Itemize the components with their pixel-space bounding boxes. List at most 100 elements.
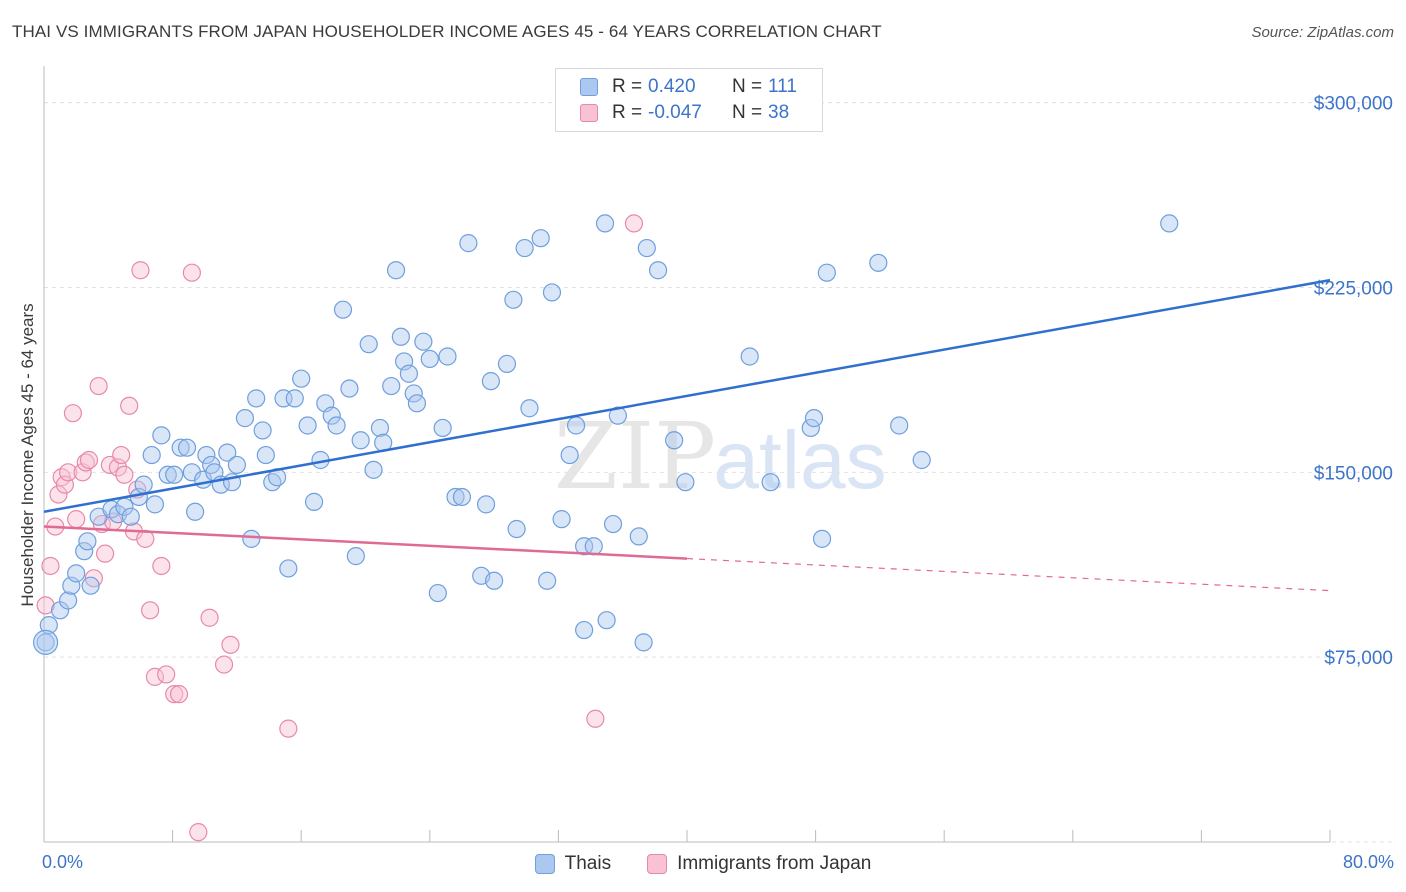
trend-lines	[43, 278, 1331, 592]
thais-point	[665, 431, 684, 450]
thais-point	[171, 438, 190, 457]
thais-point	[391, 327, 410, 346]
thais-point	[740, 347, 759, 366]
thais-point	[595, 214, 615, 233]
legend-label-japan: Immigrants from Japan	[677, 853, 872, 874]
thais-point	[158, 465, 177, 484]
thais-point	[134, 475, 153, 494]
thais-point	[285, 389, 304, 408]
thais-point	[584, 537, 603, 556]
japan-point	[189, 823, 208, 842]
japan-point	[165, 685, 184, 704]
thais-point	[186, 502, 205, 521]
thais-point	[520, 399, 539, 418]
watermark: ZIP atlas	[554, 403, 887, 510]
thais-point	[399, 364, 419, 383]
thais-point	[566, 416, 586, 435]
legend-n-value: 111	[768, 76, 797, 97]
legend-n-value: 38	[768, 102, 790, 123]
y-tick-label: $75,000	[1324, 648, 1393, 669]
thais-point	[428, 583, 447, 603]
japan-point	[140, 601, 160, 620]
thais-point	[538, 571, 557, 590]
thais-point	[218, 443, 237, 462]
thais-point	[869, 253, 888, 272]
thais-point	[531, 229, 550, 248]
thais-point	[504, 290, 523, 309]
thais-point	[333, 300, 353, 319]
thais-point	[1160, 214, 1179, 233]
legend-r-value: 0.420	[648, 76, 696, 97]
thais-point	[420, 349, 439, 369]
legend-swatch-japan	[580, 104, 598, 122]
thais-point	[804, 409, 824, 428]
y-tick-label: $150,000	[1314, 463, 1393, 484]
thais-point	[629, 527, 648, 546]
thais-point	[438, 347, 457, 366]
thais-point	[507, 519, 526, 539]
thais-point	[382, 376, 401, 396]
japan-point	[89, 376, 108, 396]
japan-trend-extension	[686, 557, 1331, 592]
thais-point	[322, 406, 341, 425]
japan-point	[112, 445, 131, 465]
japan-point	[279, 719, 298, 738]
thais-point	[603, 514, 623, 534]
thais-point	[197, 445, 216, 465]
thais-point	[177, 438, 197, 457]
thais-point	[542, 283, 562, 302]
japan-point	[586, 709, 605, 728]
legend-r-label: R =	[612, 76, 643, 97]
thais-trend-line	[43, 278, 1331, 513]
japan-point	[63, 404, 83, 423]
thais-point	[59, 591, 78, 610]
japan-point	[67, 510, 86, 529]
thais-point	[634, 633, 653, 652]
japan-point	[49, 485, 68, 504]
thais-point	[256, 445, 275, 465]
thais-point	[446, 487, 465, 507]
y-tick-labels: $75,000 $150,000 $225,000 $300,000	[1314, 94, 1393, 670]
thais-point	[817, 263, 836, 282]
thais-point	[121, 507, 140, 526]
japan-point	[145, 667, 165, 686]
legend-item-thais[interactable]: Thais	[534, 853, 611, 875]
legend-swatch-japan	[647, 854, 668, 874]
legend-swatch-thais	[580, 78, 598, 96]
thais-point	[247, 389, 266, 408]
thais-point	[370, 418, 390, 438]
thais-point	[761, 473, 780, 492]
thais-point	[292, 369, 311, 388]
x-axis-min-label: 0.0%	[42, 852, 84, 872]
legend-n-label: N =	[732, 102, 763, 123]
watermark-zip: ZIP	[554, 403, 716, 510]
y-tick-label: $225,000	[1314, 278, 1393, 299]
correlation-legend: R = 0.420 N = 111 R = -0.047 N = 38	[555, 68, 823, 132]
legend-row-japan: R = -0.047 N = 38	[580, 100, 789, 126]
japan-point	[36, 596, 55, 615]
thais-point	[497, 354, 517, 373]
source-label: Source: ZipAtlas.com	[1251, 24, 1394, 41]
legend-item-japan[interactable]: Immigrants from Japan	[647, 853, 871, 875]
thais-points	[33, 214, 1179, 655]
thais-point	[812, 529, 832, 548]
japan-point	[624, 214, 644, 233]
thais-point	[481, 372, 500, 391]
japan-point	[76, 453, 95, 472]
japan-point	[169, 685, 189, 704]
x-axis-max-label: 80.0%	[1342, 852, 1394, 872]
thais-point	[227, 455, 246, 475]
axes	[43, 66, 1331, 843]
thais-point	[575, 537, 594, 556]
thais-point	[676, 473, 695, 492]
thais-point	[404, 384, 423, 403]
japan-point	[152, 556, 171, 576]
thais-point	[912, 450, 931, 470]
thais-point	[351, 431, 370, 450]
thais-point	[597, 611, 616, 630]
thais-point	[67, 564, 86, 583]
thais-point	[340, 379, 359, 398]
thais-point	[485, 571, 504, 590]
japan-point	[214, 655, 234, 674]
thais-point	[452, 487, 472, 507]
